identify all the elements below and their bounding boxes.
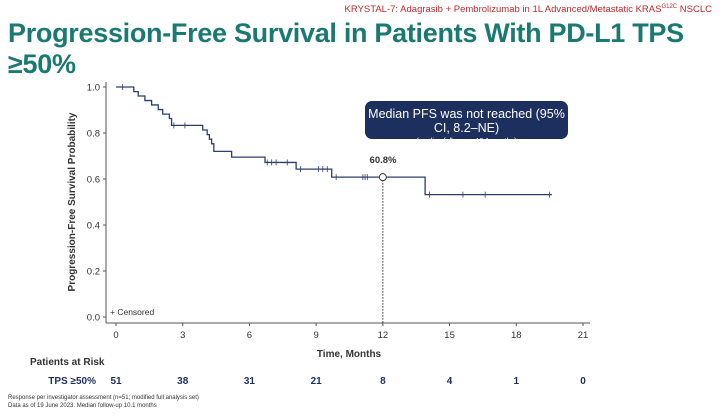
x-tick-label: 6 bbox=[247, 330, 252, 341]
x-tick-label: 3 bbox=[180, 330, 185, 341]
x-tick-label: 0 bbox=[113, 330, 118, 341]
x-tick-label: 12 bbox=[378, 330, 389, 341]
x-tick-label: 15 bbox=[444, 330, 455, 341]
footnote: Response per investigator assessment (n=… bbox=[8, 395, 199, 401]
risk-value: 0 bbox=[580, 376, 586, 387]
risk-value: 51 bbox=[110, 376, 122, 387]
legend-censored: + Censored bbox=[110, 307, 154, 317]
y-tick-label: 0.6 bbox=[87, 175, 100, 186]
median-annotation: 60.8% bbox=[370, 155, 397, 166]
risk-value: 4 bbox=[447, 376, 453, 387]
risk-value: 8 bbox=[380, 376, 386, 387]
risk-value: 21 bbox=[311, 376, 323, 387]
x-tick-label: 18 bbox=[511, 330, 522, 341]
y-axis-label: Progression-Free Survival Probability bbox=[67, 112, 78, 291]
x-axis-label: Time, Months bbox=[317, 349, 382, 360]
study-banner: KRYSTAL-7: Adagrasib + Pembrolizumab in … bbox=[344, 4, 712, 16]
median-followup-text: (median follow-up, 10.1 months) bbox=[416, 138, 517, 145]
risk-value: 38 bbox=[177, 376, 189, 387]
page-title: Progression-Free Survival in Patients Wi… bbox=[8, 18, 684, 79]
risk-title: Patients at Risk bbox=[30, 357, 105, 368]
footnotes: Response per investigator assessment (n=… bbox=[8, 394, 199, 410]
y-tick-label: 1.0 bbox=[87, 83, 100, 94]
footnote: Data as of 19 June 2023. Median follow-u… bbox=[8, 403, 157, 409]
median-pfs-box: Median PFS was not reached (95% CI, 8.2–… bbox=[365, 101, 568, 145]
km-curve bbox=[116, 86, 552, 196]
risk-value: 1 bbox=[514, 376, 520, 387]
y-tick-label: 0.2 bbox=[87, 267, 100, 278]
y-tick-label: 0.8 bbox=[87, 129, 100, 140]
risk-value: 31 bbox=[244, 376, 256, 387]
y-tick-label: 0.4 bbox=[87, 221, 100, 232]
risk-row-label: TPS ≥50% bbox=[48, 376, 96, 387]
y-tick-label: 0.0 bbox=[87, 313, 100, 324]
median-pfs-text: Median PFS was not reached (95% CI, 8.2–… bbox=[368, 107, 565, 135]
median-marker bbox=[378, 173, 387, 182]
x-tick-label: 21 bbox=[578, 330, 589, 341]
x-tick-label: 9 bbox=[313, 330, 318, 341]
